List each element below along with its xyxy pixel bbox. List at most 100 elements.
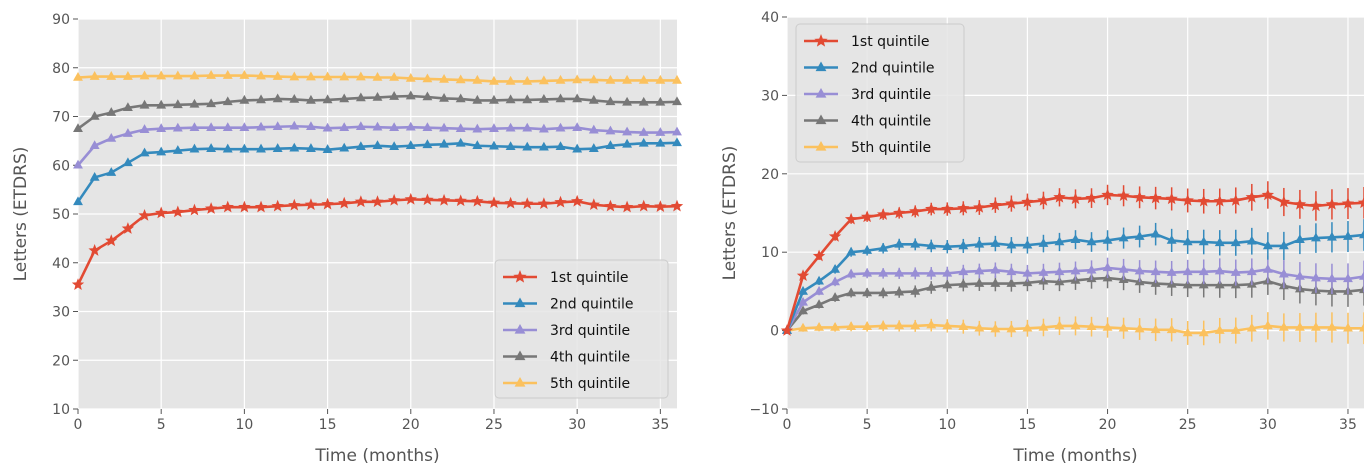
data-point (505, 94, 516, 104)
series-1 (71, 192, 684, 290)
data-point (239, 143, 250, 153)
data-point (139, 124, 150, 133)
data-point (974, 322, 985, 332)
data-point (1359, 284, 1364, 294)
legend-item: 3rd quintile (804, 87, 931, 103)
y-tick-label: 60 (52, 158, 70, 174)
data-point (339, 71, 350, 81)
legend-marker (815, 88, 827, 98)
data-point (910, 285, 921, 295)
data-point (844, 212, 858, 225)
data-point (587, 198, 600, 210)
data-point (1262, 240, 1273, 250)
data-point (155, 206, 168, 219)
y-tick-label: 10 (52, 402, 70, 418)
data-point (878, 320, 889, 330)
data-point (814, 285, 825, 295)
data-point (1229, 193, 1242, 206)
data-point (106, 71, 117, 80)
data-point (538, 123, 549, 133)
data-point (926, 267, 937, 277)
legend-item: 5th quintile (804, 140, 931, 156)
data-point (958, 266, 969, 276)
data-point (1086, 264, 1097, 274)
data-point (846, 321, 857, 330)
data-point (305, 71, 316, 81)
data-point (489, 140, 499, 150)
data-point (1054, 266, 1065, 276)
data-point (454, 194, 467, 207)
data-point (489, 75, 499, 85)
data-point (437, 193, 451, 206)
data-point (88, 244, 101, 256)
data-point (796, 269, 810, 281)
data-point (322, 144, 333, 153)
data-point (638, 127, 649, 136)
data-point (322, 122, 333, 132)
x-axis-label: Time (months) (1012, 446, 1137, 466)
data-point (489, 123, 499, 132)
data-point (372, 140, 383, 150)
data-point (572, 93, 583, 103)
data-point (389, 72, 400, 81)
data-point (272, 143, 283, 152)
data-point (1165, 192, 1178, 205)
data-point (505, 122, 516, 132)
data-point (455, 137, 466, 147)
data-point (973, 201, 986, 213)
legend-item: 2nd quintile (804, 61, 935, 77)
data-point (572, 143, 583, 153)
data-point (455, 93, 466, 103)
data-point (1359, 322, 1364, 332)
data-point (1278, 321, 1289, 331)
series-2 (73, 137, 682, 206)
data-point (189, 70, 200, 80)
data-point (1357, 196, 1364, 209)
data-point (489, 94, 499, 104)
data-point (670, 199, 684, 212)
x-tick-label: 15 (319, 417, 337, 433)
data-point (1294, 321, 1305, 331)
data-point (1166, 267, 1177, 276)
data-point (288, 198, 301, 211)
legend-marker (514, 324, 526, 334)
x-tick-label: 25 (485, 417, 503, 433)
legend: 1st quintile 2nd quintile 3rd quintile 4th … (795, 23, 965, 163)
data-point (878, 242, 889, 252)
legend-marker (514, 297, 526, 308)
x-axis-label: Time (months) (314, 446, 439, 466)
data-point (439, 92, 450, 102)
data-point (990, 323, 1001, 333)
data-point (828, 230, 842, 242)
data-point (272, 121, 283, 131)
data-point (672, 137, 682, 147)
series-3 (73, 120, 682, 169)
data-point (1326, 321, 1337, 331)
data-point (1245, 190, 1258, 203)
data-point (1117, 189, 1130, 202)
y-tick-label: 50 (52, 207, 70, 223)
data-point (1182, 327, 1193, 337)
data-point (122, 128, 133, 137)
data-point (830, 321, 841, 331)
data-point (538, 75, 549, 85)
data-point (1134, 323, 1145, 333)
data-point (588, 143, 599, 152)
data-point (605, 125, 616, 135)
y-tick-label: 80 (52, 61, 70, 77)
x-tick-label: 0 (783, 417, 792, 433)
y-tick-label: 40 (761, 10, 779, 26)
data-point (974, 238, 985, 248)
data-point (1309, 199, 1323, 212)
data-point (254, 200, 268, 213)
data-point (89, 71, 100, 80)
legend-item: 1st quintile (503, 270, 629, 286)
data-point (256, 94, 266, 104)
data-point (1214, 279, 1225, 289)
data-point (604, 199, 617, 212)
data-point (222, 122, 233, 132)
data-point (942, 241, 953, 251)
data-point (222, 96, 233, 106)
data-point (1278, 268, 1289, 278)
legend-marker (815, 114, 827, 125)
